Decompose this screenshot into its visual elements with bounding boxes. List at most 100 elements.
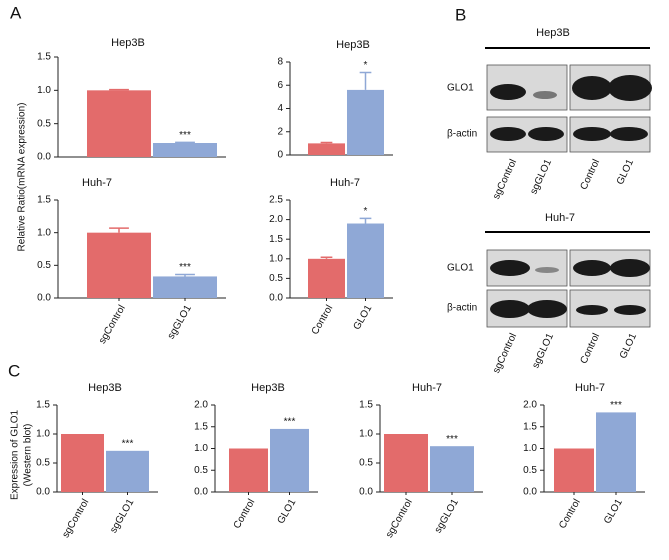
y-tick-label: 0.0 bbox=[37, 152, 51, 163]
chart-title: Huh-7 bbox=[82, 177, 112, 189]
y-tick-label: 1.5 bbox=[37, 195, 51, 206]
chart-title: Hep3B bbox=[111, 37, 145, 49]
error-bar bbox=[175, 141, 195, 144]
blot-row-label: β-actin bbox=[447, 303, 477, 314]
y-tick-label: 0.0 bbox=[359, 487, 373, 498]
panel-letter: A bbox=[10, 3, 22, 22]
bar bbox=[87, 232, 151, 298]
y-tick-label: 6 bbox=[277, 80, 283, 91]
chart-title: Hep3B bbox=[88, 382, 122, 394]
y-tick-label: 0.5 bbox=[194, 465, 208, 476]
significance: *** bbox=[179, 262, 191, 273]
y-tick-label: 1.5 bbox=[37, 52, 51, 63]
bar bbox=[430, 446, 474, 492]
blot-lane-label: sgGLO1 bbox=[530, 331, 556, 370]
x-tick-label: sgGLO1 bbox=[166, 303, 194, 341]
blot-row-label: GLO1 bbox=[447, 83, 474, 94]
y-tick-label: 0.0 bbox=[194, 487, 208, 498]
x-tick-label: sgGLO1 bbox=[433, 497, 461, 535]
blot-title: Hep3B bbox=[536, 27, 570, 39]
panel-letter: C bbox=[8, 361, 20, 380]
bar bbox=[61, 434, 104, 492]
chart-title: Huh-7 bbox=[575, 382, 605, 394]
x-tick-label: sgControl bbox=[384, 497, 415, 540]
x-tick-label: Control bbox=[557, 497, 583, 530]
chart-title: Huh-7 bbox=[412, 382, 442, 394]
y-tick-label: 0 bbox=[277, 150, 283, 161]
y-axis-label: Relative Ratio(mRNA expression) bbox=[17, 103, 28, 252]
chart-title: Huh-7 bbox=[330, 177, 360, 189]
y-tick-label: 2.5 bbox=[269, 195, 283, 206]
blot-title: Huh-7 bbox=[545, 212, 575, 224]
y-tick-label: 1.0 bbox=[194, 443, 208, 454]
y-tick-label: 2.0 bbox=[194, 400, 208, 411]
significance: * bbox=[364, 206, 368, 217]
bar bbox=[87, 90, 151, 157]
western-blot bbox=[485, 47, 652, 153]
y-tick-label: 0.5 bbox=[37, 118, 51, 129]
bar bbox=[596, 412, 636, 492]
x-tick-label: GLO1 bbox=[602, 497, 625, 526]
x-tick-label: GLO1 bbox=[352, 303, 375, 332]
bar bbox=[153, 143, 217, 157]
error-bar bbox=[320, 256, 333, 259]
significance: * bbox=[364, 60, 368, 71]
y-tick-label: 1.0 bbox=[523, 443, 537, 454]
y-tick-label: 1.5 bbox=[269, 234, 283, 245]
y-tick-label: 2 bbox=[277, 126, 283, 137]
chart-title: Hep3B bbox=[251, 382, 285, 394]
western-blot bbox=[485, 231, 651, 328]
error-bar bbox=[175, 273, 195, 277]
y-tick-label: 0.5 bbox=[359, 458, 373, 469]
error-bar bbox=[359, 71, 372, 90]
chart-title: Hep3B bbox=[336, 39, 370, 51]
blot-row-label: GLO1 bbox=[447, 263, 474, 274]
bar bbox=[384, 434, 428, 492]
error-bar bbox=[320, 141, 333, 144]
blot-lane-label: GLO1 bbox=[615, 157, 636, 186]
y-axis-label: Expression of GLO1 bbox=[10, 410, 21, 500]
blot-lane-label: Control bbox=[579, 158, 603, 192]
blot-lane-label: sgGLO1 bbox=[528, 157, 554, 196]
blot-lane-label: sgControl bbox=[491, 332, 519, 375]
blot-row-label: β-actin bbox=[447, 129, 477, 140]
y-tick-label: 1.0 bbox=[36, 429, 50, 440]
y-tick-label: 1.5 bbox=[359, 400, 373, 411]
y-tick-label: 0.5 bbox=[269, 273, 283, 284]
bar bbox=[229, 448, 268, 492]
y-tick-label: 1.0 bbox=[269, 253, 283, 264]
y-tick-label: 0.0 bbox=[37, 293, 51, 304]
y-tick-label: 0.0 bbox=[36, 487, 50, 498]
x-tick-label: sgControl bbox=[60, 497, 91, 540]
y-tick-label: 0.5 bbox=[37, 260, 51, 271]
y-tick-label: 2.0 bbox=[269, 214, 283, 225]
bar bbox=[270, 428, 309, 492]
x-tick-label: sgControl bbox=[97, 303, 128, 346]
y-tick-label: 4 bbox=[277, 103, 283, 114]
y-tick-label: 1.5 bbox=[36, 400, 50, 411]
y-tick-label: 1.0 bbox=[37, 85, 51, 96]
bar bbox=[106, 450, 149, 492]
y-axis-label: (Western blot) bbox=[23, 424, 34, 487]
error-bar bbox=[359, 217, 372, 224]
error-bar bbox=[109, 227, 129, 233]
x-tick-label: Control bbox=[310, 303, 336, 336]
blot-lane-label: Control bbox=[579, 332, 603, 366]
y-tick-label: 2.0 bbox=[523, 400, 537, 411]
significance: *** bbox=[446, 434, 458, 445]
blot-lane-label: sgControl bbox=[491, 158, 519, 201]
significance: *** bbox=[122, 438, 134, 449]
significance: *** bbox=[610, 400, 622, 411]
y-tick-label: 1.0 bbox=[37, 227, 51, 238]
blot-lane-label: GLO1 bbox=[618, 331, 639, 360]
y-tick-label: 0.5 bbox=[36, 458, 50, 469]
panel-letter: B bbox=[455, 5, 466, 24]
y-tick-label: 8 bbox=[277, 57, 283, 68]
x-tick-label: Control bbox=[232, 497, 258, 530]
bar bbox=[308, 258, 345, 298]
bar bbox=[153, 276, 217, 298]
error-bar bbox=[109, 88, 129, 91]
y-tick-label: 1.0 bbox=[359, 429, 373, 440]
x-tick-label: GLO1 bbox=[276, 497, 299, 526]
